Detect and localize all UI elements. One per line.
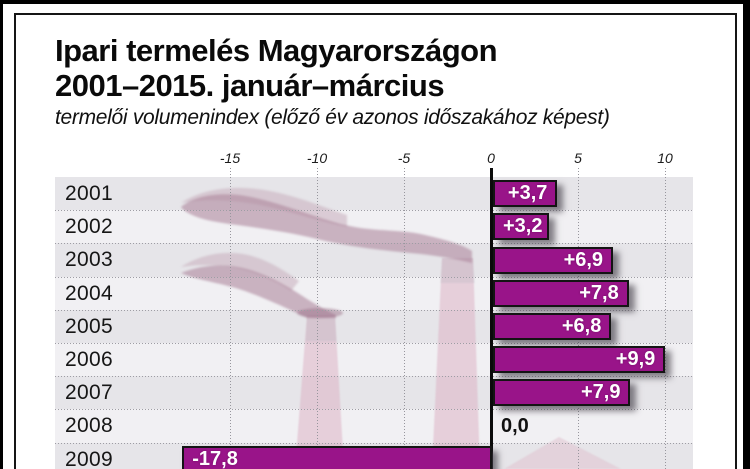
category-label-2008: 2008 — [65, 414, 113, 438]
gridline-10 — [664, 168, 666, 469]
row-stripe-2001 — [55, 177, 693, 211]
x-tick-10: 10 — [657, 150, 673, 166]
smokestack-left-icon — [295, 315, 344, 469]
category-label-2002: 2002 — [65, 215, 113, 239]
bar-2004: +7,8 — [493, 279, 629, 307]
row-separator — [55, 343, 693, 344]
chart-title-line1: Ipari termelés Magyarországon — [55, 33, 498, 68]
window-border-right — [743, 0, 750, 469]
x-tick-0: 0 — [487, 150, 495, 166]
smoke-plume-upper-dark — [181, 194, 472, 263]
bar-2009: -17,8 — [182, 445, 492, 469]
bar-2001: +3,7 — [493, 180, 558, 208]
smoke-plume-lower-light — [181, 252, 299, 291]
category-label-2001: 2001 — [65, 182, 113, 205]
category-label-2004: 2004 — [65, 281, 113, 305]
row-separator — [55, 376, 693, 378]
bar-2002: +3,2 — [493, 213, 549, 241]
bar-2006: +9,9 — [493, 346, 666, 374]
value-label-2003: +6,9 — [563, 248, 604, 271]
bar-2005: +6,8 — [493, 313, 612, 340]
value-label-2005: +6,8 — [561, 315, 602, 337]
category-label-2003: 2003 — [65, 248, 113, 272]
factory-roof-icon — [504, 437, 621, 469]
chart-subtitle: termelői volumenindex (előző év azonos i… — [55, 106, 610, 129]
zero-axis-line — [490, 168, 493, 469]
gridline--15 — [229, 168, 231, 469]
value-label-2008: 0,0 — [501, 414, 529, 437]
value-label-2007: +7,9 — [580, 381, 621, 404]
smokestack-right-icon — [432, 258, 480, 469]
chart-title-line2: 2001–2015. január–március — [55, 68, 445, 103]
x-tick-5: 5 — [574, 150, 582, 166]
category-label-2005: 2005 — [65, 314, 113, 338]
category-label-2009: 2009 — [65, 447, 113, 469]
value-label-2002: +3,2 — [503, 215, 543, 238]
window-border-top — [0, 0, 750, 4]
row-stripe-2008 — [55, 409, 693, 444]
x-tick--5: -5 — [397, 150, 411, 166]
row-separator — [55, 442, 693, 444]
row-separator — [55, 276, 693, 278]
row-separator — [55, 243, 693, 245]
value-label-2006: +9,9 — [615, 348, 656, 371]
row-separator — [55, 210, 693, 212]
bar-2007: +7,9 — [493, 379, 631, 407]
x-tick--15: -15 — [219, 150, 241, 166]
category-label-2006: 2006 — [65, 348, 113, 371]
value-label-2009: -17,8 — [192, 447, 238, 469]
bar-2003: +6,9 — [493, 246, 614, 274]
x-tick--10: -10 — [306, 150, 328, 166]
smoke-plume-lower-dark — [181, 265, 336, 318]
smokestack-left-cap — [305, 315, 337, 341]
gridline--5 — [403, 168, 405, 469]
category-label-2007: 2007 — [65, 381, 113, 405]
window-border-left — [0, 0, 3, 469]
row-separator — [55, 309, 693, 311]
value-label-2004: +7,8 — [579, 281, 619, 304]
chart-frame — [14, 13, 737, 469]
value-label-2001: +3,7 — [507, 182, 548, 205]
gridline--10 — [316, 168, 318, 469]
row-separator — [55, 409, 693, 411]
